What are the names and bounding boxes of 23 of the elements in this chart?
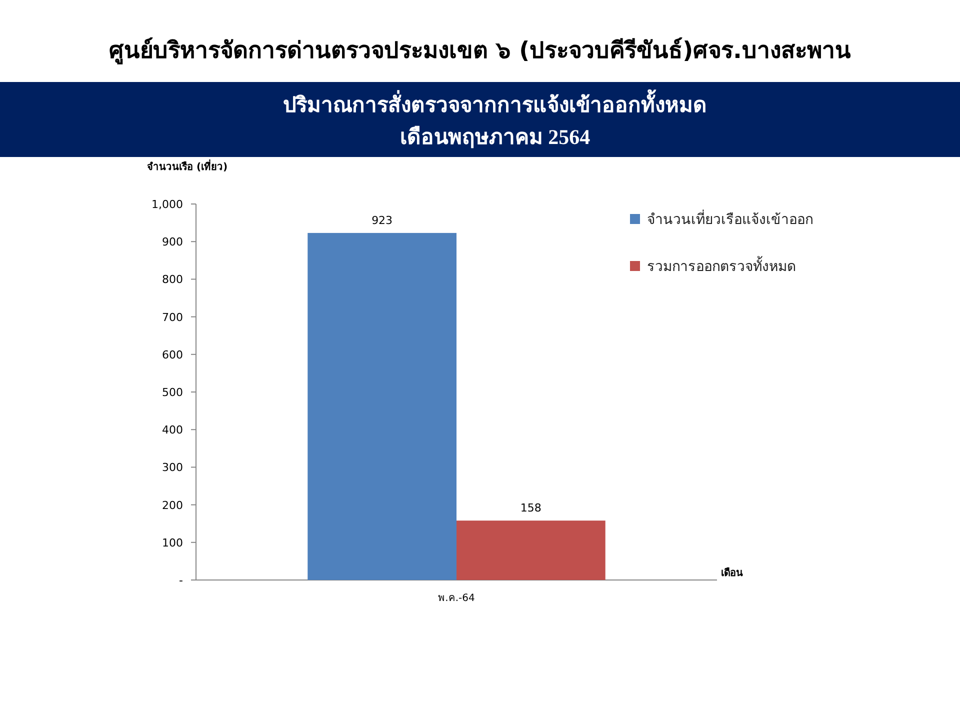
y-tick-label: 300 <box>162 461 183 474</box>
y-tick-label: - <box>179 574 184 587</box>
subtitle: ปริมาณการสั่งตรวจจากการแจ้งเข้าออกทั้งหมด เดือนพฤษภาคม 2564 <box>0 82 960 157</box>
y-tick-label: 600 <box>162 348 183 362</box>
chart-subtitle: ปริมาณการสั่งตรวจจากการแจ้งเข้าออกทั้งหมด เดือนพฤษภาคม 2564 <box>283 89 707 149</box>
legend-label: จำนวนเที่ยวเรือแจ้งเข้าออก <box>647 210 813 228</box>
y-tick-label: 700 <box>162 310 183 324</box>
y-tick-label: 100 <box>162 536 183 550</box>
y-tick-label: 800 <box>162 273 183 286</box>
x-tick-label: พ.ค.-64 <box>438 593 475 604</box>
title: ศูนย์บริหารจัดการด่านตรวจประมงเขต ๖ (ประจวบคีรีขันธ์)ศจร.บางสะพาน <box>109 38 851 64</box>
series: 158 <box>456 502 606 580</box>
series: 923 <box>308 214 456 580</box>
xlabel: เดือน <box>721 568 743 579</box>
y-tick-label: 1,000 <box>152 198 183 211</box>
ylabel: จำนวนเรือ (เที่ยว) <box>147 162 228 173</box>
y-tick-label: 400 <box>162 424 183 437</box>
y-tick-label: 200 <box>162 498 183 512</box>
y-tick-label: 900 <box>162 236 183 249</box>
data-label: 923 <box>372 214 393 227</box>
data-label: 158 <box>520 502 542 515</box>
y-tick-label: 500 <box>162 386 183 399</box>
legend-label: รวมการออกตรวจทั้งหมด <box>647 256 796 275</box>
